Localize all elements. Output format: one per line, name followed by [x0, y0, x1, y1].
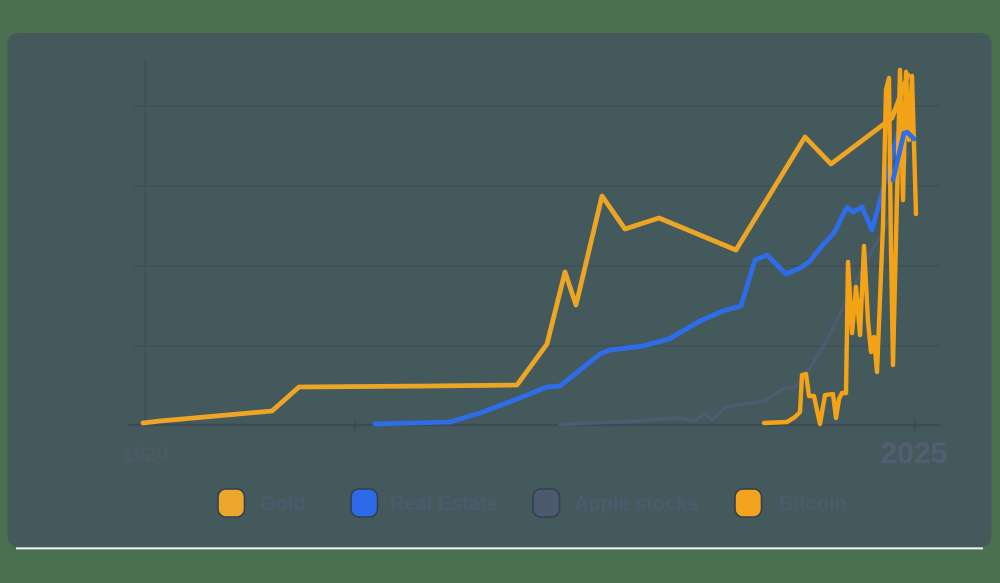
svg-text:Real Estate: Real Estate — [390, 493, 498, 515]
svg-text:2025: 2025 — [881, 437, 948, 470]
svg-text:Bitcoin: Bitcoin — [779, 493, 847, 515]
svg-text:Apple stocks: Apple stocks — [574, 493, 698, 515]
svg-text:1920: 1920 — [122, 443, 169, 466]
svg-text:Gold: Gold — [260, 493, 306, 515]
